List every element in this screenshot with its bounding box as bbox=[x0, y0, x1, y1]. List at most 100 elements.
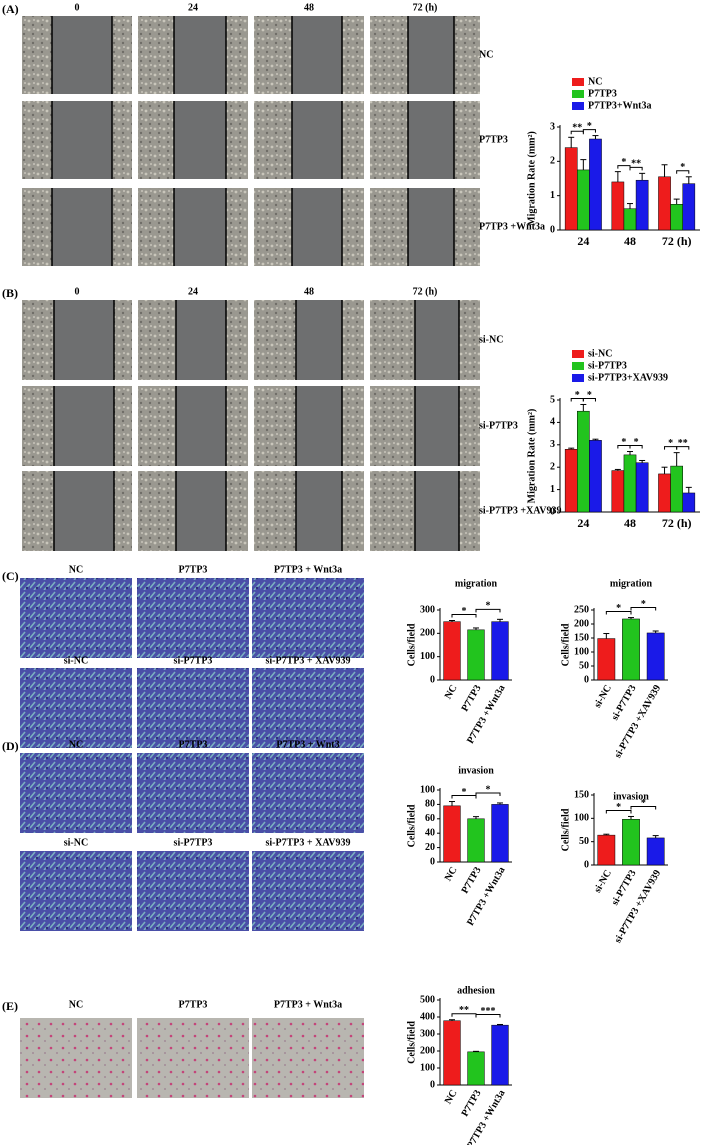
wound-gap bbox=[176, 471, 226, 551]
image-label: si-P7TP3 bbox=[174, 655, 213, 666]
wound-gap bbox=[174, 16, 226, 94]
wound-gap bbox=[408, 101, 454, 179]
bar bbox=[491, 1024, 509, 1086]
x-tick-label: P7TP3 bbox=[460, 683, 484, 714]
wound-gap bbox=[296, 471, 342, 551]
bar bbox=[443, 805, 461, 863]
x-tick-label: 24 bbox=[577, 234, 589, 248]
image-label: si-NC bbox=[64, 837, 88, 848]
y-tick-label: 50 bbox=[579, 660, 589, 671]
y-tick-label: 1 bbox=[550, 484, 555, 495]
wound-gap bbox=[296, 386, 342, 466]
significance-bracket bbox=[676, 446, 690, 450]
wound-gap bbox=[52, 188, 112, 266]
wound-gap bbox=[408, 16, 454, 94]
wound-gap bbox=[292, 188, 342, 266]
y-tick-label: 4 bbox=[550, 417, 555, 428]
micrograph bbox=[137, 1018, 249, 1098]
significance-bracket bbox=[582, 397, 596, 402]
significance-bracket bbox=[570, 130, 584, 135]
wound-gap bbox=[174, 188, 226, 266]
image-label: si-NC bbox=[64, 655, 88, 666]
y-tick-label: 200 bbox=[420, 628, 435, 639]
y-tick-label: 0 bbox=[584, 674, 589, 685]
x-tick-label: 48 bbox=[624, 516, 636, 530]
y-tick-label: 100 bbox=[420, 651, 435, 662]
y-tick-label: 150 bbox=[574, 632, 589, 643]
x-tick-label: 72 (h) bbox=[662, 516, 692, 530]
y-axis-label: Cells/field bbox=[406, 623, 417, 666]
y-axis-label: Cells/field bbox=[406, 1021, 417, 1064]
wound-gap bbox=[54, 386, 114, 466]
bar bbox=[589, 138, 602, 231]
significance-label: ** bbox=[678, 438, 688, 449]
panel-label: (A) bbox=[2, 2, 19, 16]
significance-bracket bbox=[629, 166, 643, 171]
y-tick-label: 0 bbox=[430, 1079, 435, 1090]
legend-label: P7TP3+Wnt3a bbox=[588, 100, 651, 111]
wound-gap bbox=[52, 101, 112, 179]
wound-gap bbox=[54, 471, 114, 551]
legend-swatch bbox=[572, 362, 584, 370]
bar bbox=[443, 1020, 461, 1086]
row-label: si-NC bbox=[479, 334, 503, 345]
legend-label: NC bbox=[588, 76, 602, 87]
row-label: si-P7TP3 bbox=[479, 420, 518, 431]
image-label: si-P7TP3 + XAV939 bbox=[266, 837, 351, 848]
legend-label: si-P7TP3+XAV939 bbox=[588, 372, 668, 383]
image-label: si-P7TP3 bbox=[174, 837, 213, 848]
y-tick-label: 200 bbox=[574, 618, 589, 629]
significance-bracket bbox=[630, 805, 657, 810]
bar bbox=[597, 638, 616, 681]
significance-label: ** bbox=[631, 159, 641, 170]
significance-bracket bbox=[475, 792, 501, 796]
wound-gap bbox=[292, 101, 342, 179]
bar bbox=[611, 470, 625, 513]
significance-bracket bbox=[605, 809, 632, 814]
column-label: 24 bbox=[188, 2, 198, 13]
bar bbox=[589, 440, 602, 513]
y-tick-label: 300 bbox=[420, 1028, 435, 1039]
bar bbox=[443, 621, 461, 681]
bar bbox=[623, 454, 637, 513]
x-tick-label: si-P7TP3 +XAV939 bbox=[612, 868, 663, 945]
legend-swatch bbox=[572, 78, 584, 86]
image-label: NC bbox=[69, 564, 83, 575]
micrograph bbox=[252, 851, 364, 931]
column-label: 48 bbox=[304, 2, 314, 13]
micrograph bbox=[20, 851, 132, 931]
bar bbox=[635, 179, 649, 231]
y-tick-label: 50 bbox=[579, 836, 589, 847]
micrograph bbox=[252, 668, 364, 748]
significance-bracket bbox=[475, 1013, 501, 1018]
panel-label: (B) bbox=[2, 286, 18, 300]
significance-label: * bbox=[616, 802, 621, 813]
legend-swatch bbox=[572, 350, 584, 358]
image-label: P7TP3 + Wnt3a bbox=[274, 999, 342, 1010]
bar bbox=[564, 147, 578, 231]
significance-label: ** bbox=[572, 123, 582, 134]
y-tick-label: 40 bbox=[425, 827, 435, 838]
y-tick-label: 200 bbox=[420, 1045, 435, 1056]
micrograph bbox=[20, 668, 132, 748]
x-tick-label: P7TP3 bbox=[460, 865, 484, 896]
significance-label: * bbox=[634, 437, 639, 448]
bar bbox=[623, 208, 637, 231]
bar bbox=[597, 834, 616, 866]
significance-label: * bbox=[621, 437, 626, 448]
y-tick-label: 80 bbox=[425, 799, 435, 810]
row-label: P7TP3 bbox=[479, 134, 508, 145]
x-tick-label: si-P7TP3 +XAV939 bbox=[612, 683, 663, 760]
legend-swatch bbox=[572, 374, 584, 382]
bar bbox=[564, 449, 578, 513]
x-tick-label: 72 (h) bbox=[662, 234, 692, 248]
y-tick-label: 2 bbox=[550, 156, 555, 167]
y-tick-label: 100 bbox=[574, 646, 589, 657]
significance-label: * bbox=[621, 157, 626, 168]
significance-label: * bbox=[668, 438, 673, 449]
significance-label: * bbox=[587, 121, 592, 132]
wound-gap bbox=[408, 188, 454, 266]
bar bbox=[577, 169, 590, 231]
y-tick-label: 0 bbox=[584, 859, 589, 870]
